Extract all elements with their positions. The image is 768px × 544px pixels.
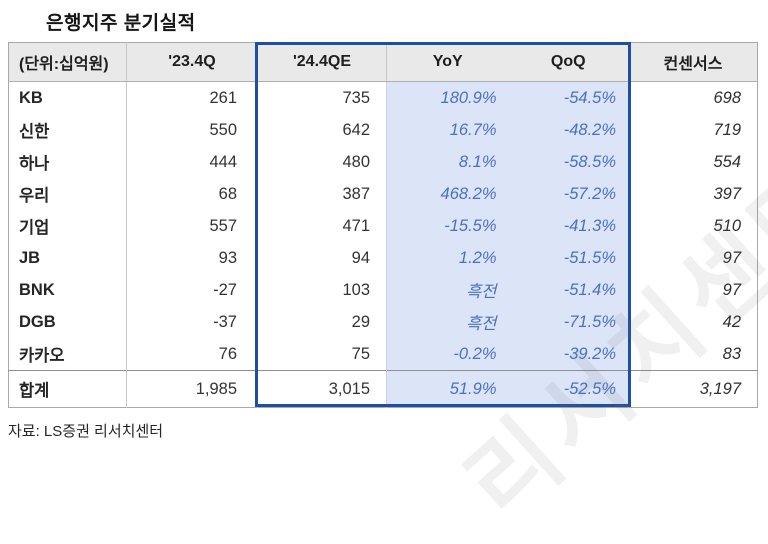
- cell-q24e: 103: [257, 274, 387, 306]
- cell-q23: 68: [126, 178, 258, 210]
- cell-qoq: -48.2%: [508, 114, 629, 146]
- table-row-ibk: 기업 557 471 -15.5% -41.3% 510: [8, 210, 758, 242]
- cell-qoq: -51.4%: [508, 274, 629, 306]
- cell-qoq: -57.2%: [508, 178, 629, 210]
- cell-yoy: 16.7%: [386, 114, 509, 146]
- cell-consensus: 719: [713, 120, 741, 139]
- table-row-hana: 하나 444 480 8.1% -58.5% 554: [8, 146, 758, 178]
- table-row-bnk: BNK -27 103 흑전 -51.4% 97: [8, 274, 758, 306]
- row-label: JB: [8, 242, 127, 274]
- cell-yoy: 180.9%: [386, 81, 509, 114]
- cell-yoy: 1.2%: [386, 242, 509, 274]
- row-label: DGB: [8, 306, 127, 338]
- table-header-row: (단위:십억원) '23.4Q '24.4QE YoY QoQ 컨센서스: [8, 42, 758, 82]
- cell-consensus: 698: [713, 88, 741, 107]
- total-yoy: 51.9%: [386, 370, 509, 408]
- total-label: 합계: [8, 370, 127, 408]
- cell-q24e: 735: [257, 81, 387, 114]
- cell-consensus: 554: [713, 152, 741, 171]
- cell-q24e: 642: [257, 114, 387, 146]
- total-consensus: 3,197: [628, 370, 758, 408]
- cell-consensus: 83: [722, 344, 741, 363]
- cell-qoq: -41.3%: [508, 210, 629, 242]
- cell-yoy: -15.5%: [386, 210, 509, 242]
- total-q23: 1,985: [126, 370, 258, 408]
- cell-consensus: 42: [722, 312, 741, 331]
- bank-quarterly-results-table: (단위:십억원) '23.4Q '24.4QE YoY QoQ 컨센서스 KB …: [8, 42, 758, 408]
- cell-qoq: -58.5%: [508, 146, 629, 178]
- header-consensus: 컨센서스: [628, 42, 758, 82]
- cell-q23: -37: [126, 306, 258, 338]
- cell-qoq: -51.5%: [508, 242, 629, 274]
- source-note: 자료: LS증권 리서치센터: [8, 423, 164, 440]
- cell-q24e: 29: [257, 306, 387, 338]
- table-row-dgb: DGB -37 29 흑전 -71.5% 42: [8, 306, 758, 338]
- total-qoq: -52.5%: [508, 370, 629, 408]
- cell-q23: 444: [126, 146, 258, 178]
- cell-qoq: -39.2%: [508, 338, 629, 371]
- header-unit: (단위:십억원): [8, 42, 127, 82]
- cell-consensus: 397: [713, 184, 741, 203]
- table-row-kakao: 카카오 76 75 -0.2% -39.2% 83: [8, 338, 758, 371]
- cell-q23: 550: [126, 114, 258, 146]
- cell-yoy: 8.1%: [386, 146, 509, 178]
- header-24-4qe: '24.4QE: [257, 42, 387, 82]
- row-label: KB: [8, 81, 127, 114]
- cell-yoy: 흑전: [386, 306, 509, 338]
- table-row-shinhan: 신한 550 642 16.7% -48.2% 719: [8, 114, 758, 146]
- cell-yoy: 468.2%: [386, 178, 509, 210]
- row-label: 기업: [8, 210, 127, 242]
- cell-q24e: 471: [257, 210, 387, 242]
- total-q24e: 3,015: [257, 370, 387, 408]
- table-row-kb: KB 261 735 180.9% -54.5% 698: [8, 81, 758, 114]
- header-qoq: QoQ: [508, 42, 629, 82]
- cell-consensus: 97: [722, 248, 741, 267]
- cell-consensus: 97: [722, 280, 741, 299]
- row-label: 하나: [8, 146, 127, 178]
- cell-q24e: 94: [257, 242, 387, 274]
- header-23-4q: '23.4Q: [126, 42, 258, 82]
- page-title: 은행지주 분기실적: [46, 13, 196, 34]
- cell-q23: 93: [126, 242, 258, 274]
- row-label: 우리: [8, 178, 127, 210]
- cell-yoy: 흑전: [386, 274, 509, 306]
- cell-q23: 557: [126, 210, 258, 242]
- cell-q24e: 480: [257, 146, 387, 178]
- header-yoy: YoY: [386, 42, 509, 82]
- cell-yoy: -0.2%: [386, 338, 509, 371]
- cell-consensus: 510: [713, 216, 741, 235]
- cell-q24e: 387: [257, 178, 387, 210]
- cell-qoq: -71.5%: [508, 306, 629, 338]
- row-label: 신한: [8, 114, 127, 146]
- cell-q23: 76: [126, 338, 258, 371]
- row-label: 카카오: [8, 338, 127, 371]
- cell-qoq: -54.5%: [508, 81, 629, 114]
- table-row-jb: JB 93 94 1.2% -51.5% 97: [8, 242, 758, 274]
- cell-q23: 261: [126, 81, 258, 114]
- table-row-total: 합계 1,985 3,015 51.9% -52.5% 3,197: [8, 370, 758, 408]
- cell-q23: -27: [126, 274, 258, 306]
- cell-q24e: 75: [257, 338, 387, 371]
- table-row-woori: 우리 68 387 468.2% -57.2% 397: [8, 178, 758, 210]
- row-label: BNK: [8, 274, 127, 306]
